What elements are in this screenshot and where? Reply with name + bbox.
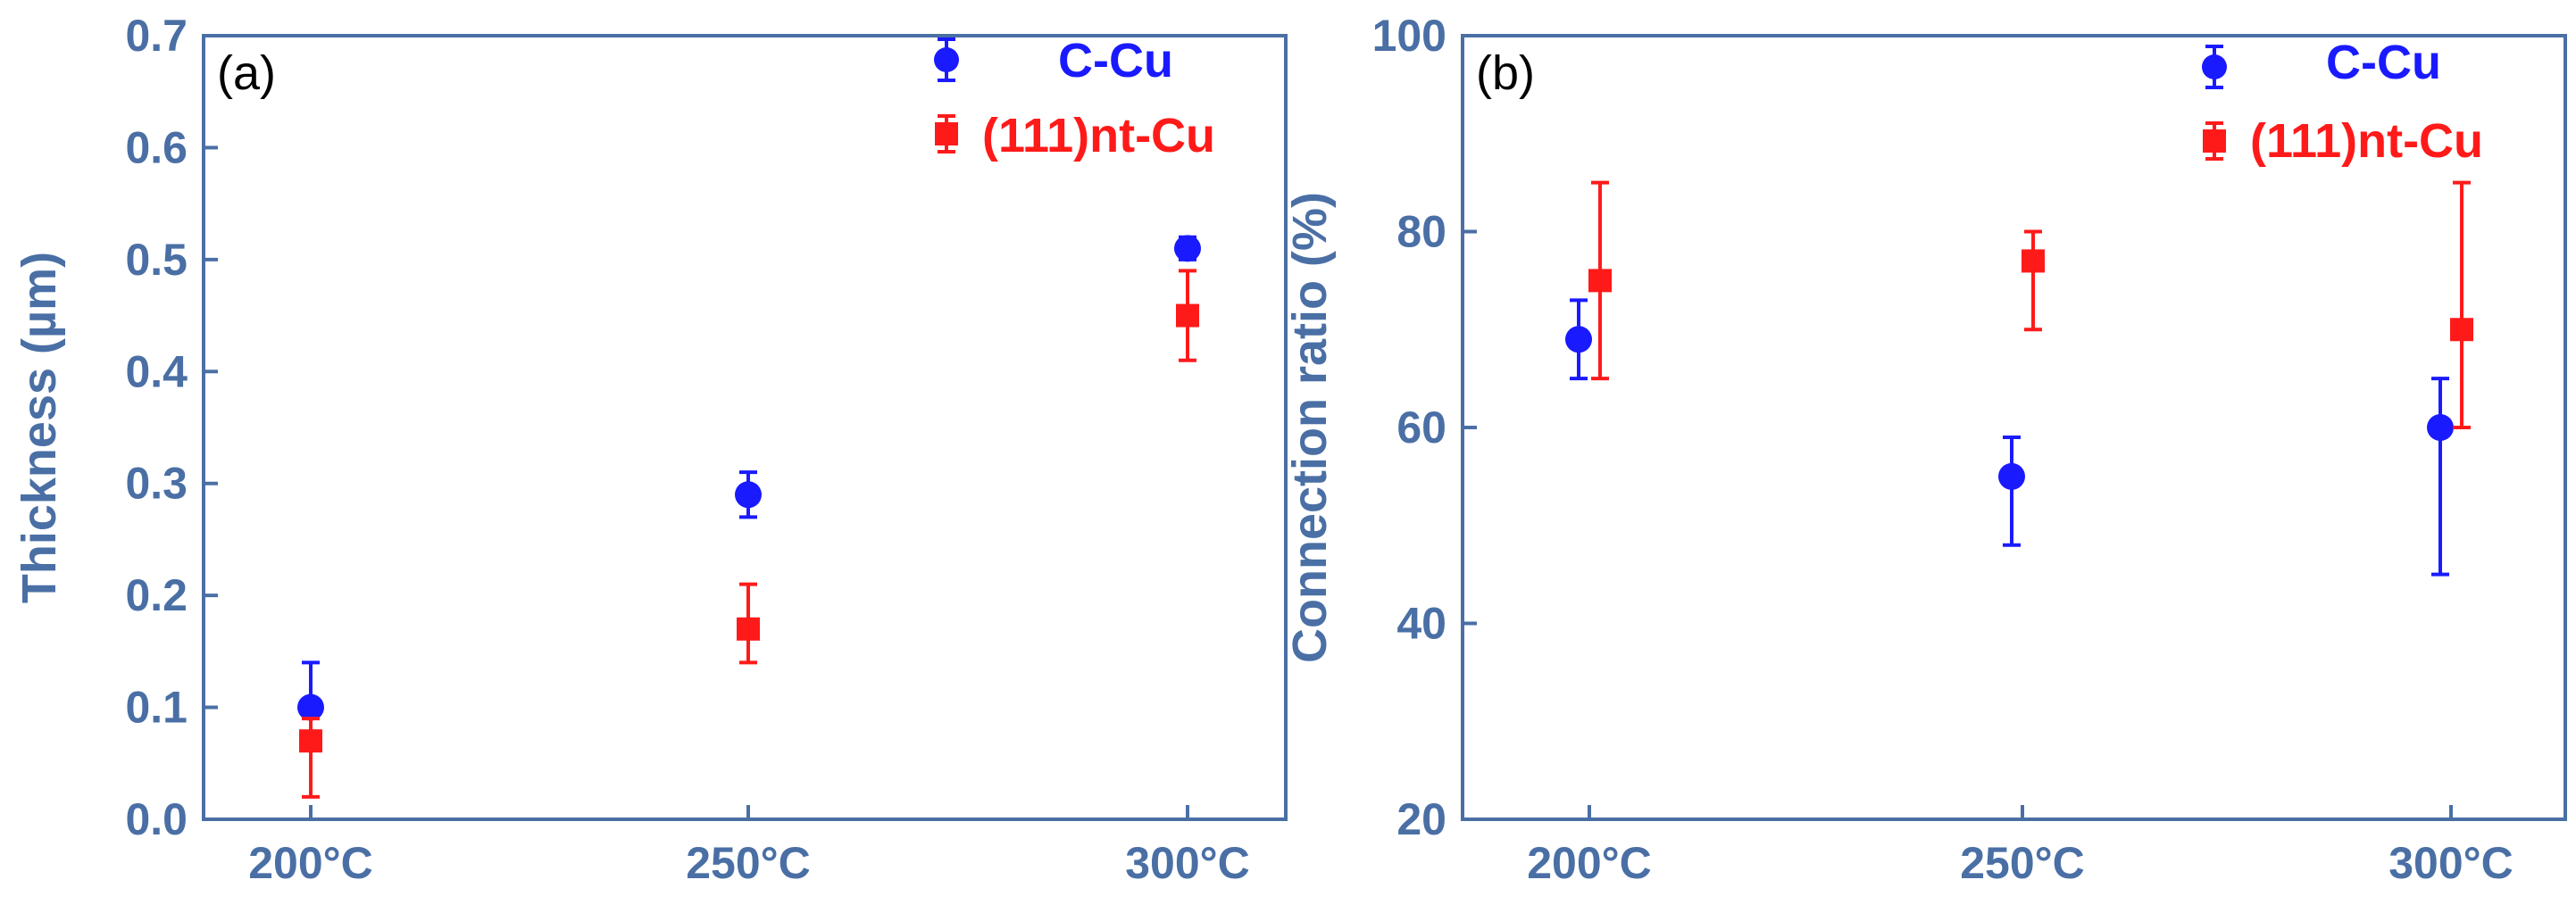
y-tick-label-b: 60 xyxy=(1396,403,1446,452)
legend-marker-nt-cu-b xyxy=(2203,121,2226,161)
y-tick-label-b: 100 xyxy=(1372,11,1446,61)
point-111-nt-cu-200-c-a xyxy=(299,717,322,799)
marker-square xyxy=(1176,303,1199,328)
point-111-nt-cu-250-c-b xyxy=(2022,229,2045,332)
point-111-nt-cu-250-c-a xyxy=(737,582,760,665)
panel-a: 0.0 0.1 0.2 0.3 0.4 0.5 0.6 0.7 200°C 250°C 300°C… xyxy=(13,11,1288,888)
y-tick-label-b: 40 xyxy=(1396,599,1446,649)
legend-label-c-cu-a: C-Cu xyxy=(1058,34,1173,87)
point-111-nt-cu-200-c-b xyxy=(1588,180,1612,381)
legend-marker-nt-cu-a xyxy=(935,114,958,154)
y-ticks-b: 20 40 60 80 100 xyxy=(1372,11,1477,844)
y-tick-label-a: 0.0 xyxy=(125,794,188,844)
legend-a: C-Cu (111)nt-Cu xyxy=(934,34,1215,162)
legend-label-nt-cu-a: (111)nt-Cu xyxy=(982,109,1215,162)
panel-label-b: (b) xyxy=(1476,46,1535,100)
y-tick-label-a: 0.3 xyxy=(125,459,188,509)
x-ticks-a: 200°C 250°C 300°C xyxy=(248,805,1250,888)
y-tick-label-b: 80 xyxy=(1396,207,1446,257)
y-tick-label-a: 0.6 xyxy=(125,122,188,172)
marker-circle xyxy=(297,693,324,721)
marker-circle xyxy=(1998,462,2025,490)
marker-square xyxy=(299,729,322,753)
point-c-cu-300-c-b xyxy=(2427,377,2454,577)
marker-square xyxy=(737,617,760,641)
x-tick-label-a: 200°C xyxy=(248,838,373,888)
marker-circle xyxy=(1565,326,1592,353)
y-tick-label-a: 0.5 xyxy=(125,235,188,285)
marker-square xyxy=(1588,269,1612,293)
legend-b: C-Cu (111)nt-Cu xyxy=(2202,36,2483,168)
y-axis-title-a: Thickness (µm) xyxy=(13,252,66,603)
series-b xyxy=(1565,180,2473,577)
legend-marker-c-cu-a xyxy=(934,37,959,82)
x-tick-label-b: 300°C xyxy=(2388,838,2513,888)
panel-label-a: (a) xyxy=(217,46,276,100)
y-axis-title-b: Connection ratio (%) xyxy=(1283,192,1337,663)
marker-circle xyxy=(2427,414,2454,441)
y-tick-label-b: 20 xyxy=(1396,794,1446,844)
point-c-cu-300-c-a xyxy=(1174,235,1201,262)
legend-marker-c-cu-b xyxy=(2202,45,2227,89)
x-ticks-b: 200°C 250°C 300°C xyxy=(1527,805,2513,888)
x-tick-label-a: 300°C xyxy=(1125,838,1250,888)
point-c-cu-250-c-b xyxy=(1998,435,2025,547)
y-tick-label-a: 0.2 xyxy=(125,570,188,620)
point-111-nt-cu-300-c-a xyxy=(1176,269,1199,362)
point-c-cu-250-c-a xyxy=(735,470,762,519)
y-tick-label-a: 0.1 xyxy=(125,683,188,733)
legend-label-c-cu-b: C-Cu xyxy=(2326,36,2441,89)
y-tick-label-a: 0.4 xyxy=(125,346,188,396)
plot-area-a xyxy=(202,34,1288,821)
panel-b: 20 40 60 80 100 200°C 250°C 300°C (b) Connecti… xyxy=(1283,11,2567,888)
legend-label-nt-cu-b: (111)nt-Cu xyxy=(2250,114,2483,168)
point-c-cu-200-c-b xyxy=(1565,298,1592,381)
x-tick-label-a: 250°C xyxy=(686,838,811,888)
point-111-nt-cu-300-c-b xyxy=(2450,180,2473,429)
marker-square xyxy=(2022,249,2045,273)
marker-square xyxy=(2450,318,2473,342)
marker-circle xyxy=(735,481,762,509)
series-a xyxy=(297,235,1201,799)
y-tick-label-a: 0.7 xyxy=(125,11,188,61)
x-tick-label-b: 200°C xyxy=(1527,838,1652,888)
y-ticks-a: 0.0 0.1 0.2 0.3 0.4 0.5 0.6 0.7 xyxy=(125,11,218,844)
x-tick-label-b: 250°C xyxy=(1960,838,2085,888)
marker-circle xyxy=(1174,235,1201,262)
